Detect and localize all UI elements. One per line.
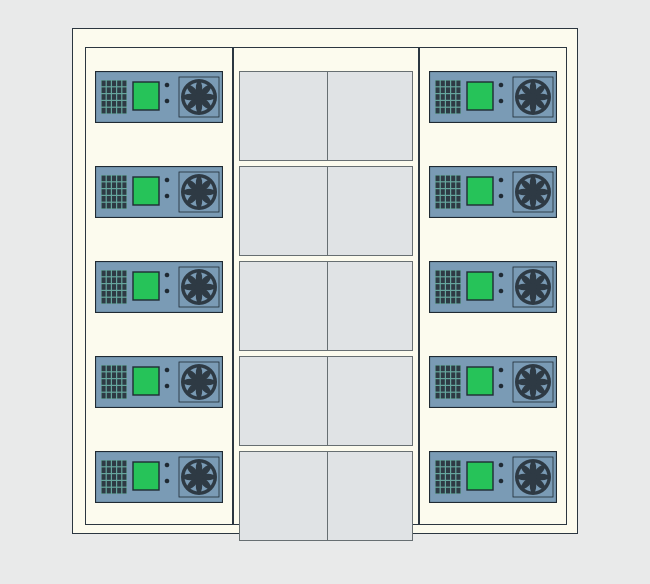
left-module-row-2 [95, 166, 223, 218]
power-module-icon [429, 451, 557, 503]
power-module-icon [95, 166, 223, 218]
power-module-icon [95, 71, 223, 123]
right-module-row-2 [429, 166, 557, 218]
right-module-row-3 [429, 261, 557, 313]
blank-panel-divider [327, 72, 328, 160]
blank-panel-divider [327, 357, 328, 445]
left-module-row-5 [95, 451, 223, 503]
right-module-row-4 [429, 356, 557, 408]
blank-panel-row-4 [239, 356, 413, 446]
blank-panel-divider [327, 452, 328, 540]
blank-panel-divider [327, 167, 328, 255]
power-module-icon [95, 451, 223, 503]
power-module-icon [429, 356, 557, 408]
blank-panel-divider [327, 262, 328, 350]
power-module-icon [95, 261, 223, 313]
left-module-row-3 [95, 261, 223, 313]
left-module-row-1 [95, 71, 223, 123]
right-module-row-5 [429, 451, 557, 503]
blank-panel-row-3 [239, 261, 413, 351]
left-module-row-4 [95, 356, 223, 408]
power-module-icon [429, 71, 557, 123]
blank-panel-row-5 [239, 451, 413, 541]
power-module-icon [429, 166, 557, 218]
power-module-icon [429, 261, 557, 313]
power-module-icon [95, 356, 223, 408]
right-module-row-1 [429, 71, 557, 123]
blank-panel-row-2 [239, 166, 413, 256]
rack-cabinet [72, 28, 578, 534]
blank-panel-row-1 [239, 71, 413, 161]
